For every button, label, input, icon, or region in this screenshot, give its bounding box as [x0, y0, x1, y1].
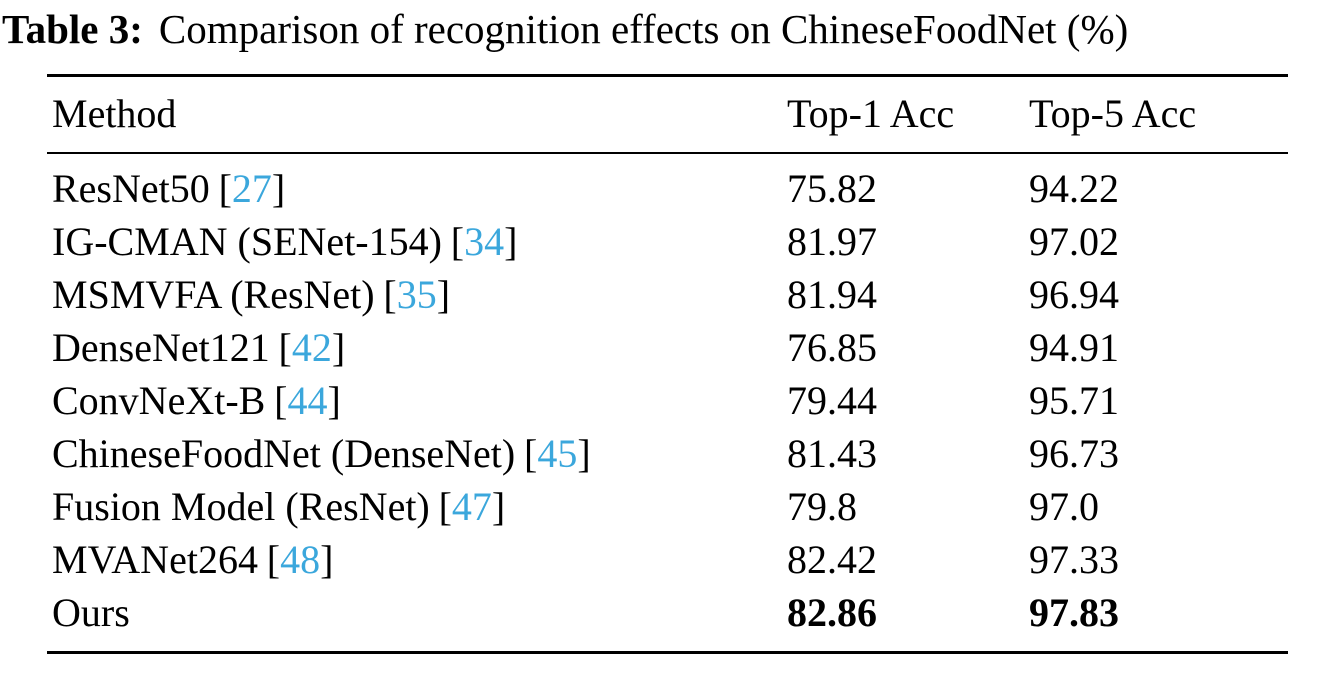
citation-number[interactable]: 35 — [396, 272, 437, 317]
table-row: ResNet50 [27] 75.82 94.22 — [47, 162, 1288, 215]
top5-cell: 94.22 — [1029, 166, 1119, 211]
top1-cell: 81.97 — [787, 219, 877, 264]
header-method: Method — [52, 91, 177, 136]
top1-cell: 75.82 — [787, 166, 877, 211]
method-name: ConvNeXt-B — [52, 378, 266, 423]
table-top-rule — [47, 74, 1288, 77]
table-row-ours: Ours 82.86 97.83 — [47, 586, 1288, 639]
method-cell: MSMVFA (ResNet) [35] — [47, 268, 787, 321]
top1-cell: 79.44 — [787, 378, 877, 423]
method-name: ResNet50 — [52, 166, 210, 211]
top5-cell: 95.71 — [1029, 378, 1119, 423]
table-caption: Table 3: Comparison of recognition effect… — [2, 4, 1324, 54]
top5-cell: 97.0 — [1029, 484, 1099, 529]
top5-cell: 97.02 — [1029, 219, 1119, 264]
method-name: Fusion Model (ResNet) — [52, 484, 430, 529]
citation-ref[interactable]: [34] — [450, 219, 518, 264]
table-body: ResNet50 [27] 75.82 94.22 IG-CMAN (SENet-… — [47, 154, 1288, 651]
top1-cell: 76.85 — [787, 325, 877, 370]
top5-cell: 97.33 — [1029, 537, 1119, 582]
table-row: ConvNeXt-B [44] 79.44 95.71 — [47, 374, 1288, 427]
top5-cell: 94.91 — [1029, 325, 1119, 370]
table-caption-text: Comparison of recognition effects on Chi… — [158, 6, 1129, 52]
method-cell: ConvNeXt-B [44] — [47, 374, 787, 427]
header-top5-acc: Top-5 Acc — [1029, 91, 1197, 136]
method-name: ChineseFoodNet (DenseNet) — [52, 431, 516, 476]
citation-number[interactable]: 45 — [537, 431, 578, 476]
method-name: MVANet264 — [52, 537, 258, 582]
citation-ref[interactable]: [35] — [383, 272, 451, 317]
method-name: Ours — [52, 590, 130, 635]
top5-cell: 96.94 — [1029, 272, 1119, 317]
citation-ref[interactable]: [45] — [524, 431, 591, 476]
method-cell: DenseNet121 [42] — [47, 321, 787, 374]
method-name: DenseNet121 — [52, 325, 270, 370]
table-row: ChineseFoodNet (DenseNet) [45] 81.43 96.7… — [47, 427, 1288, 480]
table-row: MVANet264 [48] 82.42 97.33 — [47, 533, 1288, 586]
top1-cell: 79.8 — [787, 484, 857, 529]
header-top1-acc: Top-1 Acc — [787, 91, 955, 136]
top1-cell: 81.43 — [787, 431, 877, 476]
table-header-row: Method Top-1 Acc Top-5 Acc — [47, 77, 1288, 152]
citation-number[interactable]: 47 — [451, 484, 492, 529]
method-cell: ChineseFoodNet (DenseNet) [45] — [47, 427, 787, 480]
top1-cell: 82.42 — [787, 537, 877, 582]
citation-number[interactable]: 27 — [231, 166, 272, 211]
citation-ref[interactable]: [47] — [438, 484, 506, 529]
table-row: MSMVFA (ResNet) [35] 81.94 96.94 — [47, 268, 1288, 321]
table-mid-rule — [47, 152, 1288, 154]
table-caption-label: Table 3: — [2, 6, 143, 52]
method-name: IG-CMAN (SENet-154) — [52, 219, 442, 264]
citation-ref[interactable]: [44] — [274, 378, 341, 423]
citation-number[interactable]: 34 — [464, 219, 505, 264]
table-row: DenseNet121 [42] 76.85 94.91 — [47, 321, 1288, 374]
method-cell: Fusion Model (ResNet) [47] — [47, 480, 787, 533]
table-row: IG-CMAN (SENet-154) [34] 81.97 97.02 — [47, 215, 1288, 268]
top1-cell: 81.94 — [787, 272, 877, 317]
table-row: Fusion Model (ResNet) [47] 79.8 97.0 — [47, 480, 1288, 533]
method-cell: MVANet264 [48] — [47, 533, 787, 586]
citation-number[interactable]: 42 — [291, 325, 332, 370]
top5-cell: 96.73 — [1029, 431, 1119, 476]
results-table: Method Top-1 Acc Top-5 Acc ResNet50 [27] … — [47, 74, 1288, 654]
citation-ref[interactable]: [27] — [218, 166, 286, 211]
citation-ref[interactable]: [48] — [266, 537, 334, 582]
method-cell: ResNet50 [27] — [47, 162, 787, 215]
citation-number[interactable]: 48 — [280, 537, 321, 582]
method-cell: Ours — [47, 586, 787, 639]
top5-cell: 97.83 — [1029, 590, 1119, 635]
table-bottom-rule — [47, 651, 1288, 654]
citation-number[interactable]: 44 — [287, 378, 328, 423]
method-name: MSMVFA (ResNet) — [52, 272, 375, 317]
method-cell: IG-CMAN (SENet-154) [34] — [47, 215, 787, 268]
top1-cell: 82.86 — [787, 590, 877, 635]
citation-ref[interactable]: [42] — [278, 325, 346, 370]
